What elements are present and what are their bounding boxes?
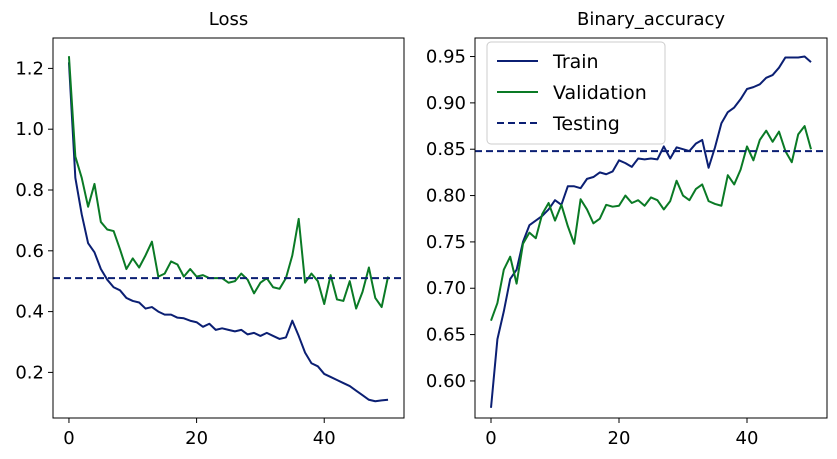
accuracy-x-tick-label: 0 [485,428,496,449]
legend-label-train: Train [552,51,599,73]
loss-y-tick-label: 0.6 [15,241,44,262]
accuracy-y-tick-label: 0.75 [426,232,466,253]
accuracy-train-line [490,55,812,408]
loss-y-tick-label: 0.4 [15,302,44,323]
loss-x-tick-label: 0 [63,428,74,449]
accuracy-y-tick-label: 0.70 [426,278,466,299]
loss-y-tick-label: 1.0 [15,119,44,140]
accuracy-y-tick-label: 0.60 [426,371,466,392]
accuracy-x-tick-label: 40 [736,428,759,449]
accuracy-chart: Binary_accuracy 0 20 40 0.60 0.65 0.70 0.75 0.8… [426,9,828,449]
loss-chart: Loss 0 20 40 0.2 0.4 0.6 0.8 1.0 1.2 [15,9,405,449]
loss-plot-area [53,56,404,403]
accuracy-chart-title: Binary_accuracy [577,9,725,30]
accuracy-x-tick-label: 20 [608,428,631,449]
accuracy-plot-area [475,55,827,408]
loss-train-line [67,62,389,403]
loss-x-tick-label: 20 [185,428,208,449]
loss-validation-line [67,56,390,310]
loss-ticks: 0 20 40 0.2 0.4 0.6 0.8 1.0 1.2 [15,58,335,449]
accuracy-axes-frame [474,37,828,419]
loss-y-tick-label: 1.2 [15,58,44,79]
loss-y-tick-label: 0.2 [15,362,44,383]
accuracy-y-tick-label: 0.85 [426,139,466,160]
legend-box [486,41,666,145]
accuracy-validation-line [490,125,812,322]
legend-label-testing: Testing [552,113,620,135]
accuracy-y-tick-label: 0.65 [426,325,466,346]
legend: Train Validation Testing [486,41,666,145]
loss-x-tick-label: 40 [313,428,336,449]
loss-y-tick-label: 0.8 [15,180,44,201]
loss-axes-frame [52,37,405,419]
legend-label-validation: Validation [553,82,647,104]
accuracy-y-tick-label: 0.80 [426,186,466,207]
accuracy-y-tick-label: 0.95 [426,47,466,68]
loss-chart-title: Loss [209,9,248,30]
accuracy-y-tick-label: 0.90 [426,93,466,114]
accuracy-ticks: 0 20 40 0.60 0.65 0.70 0.75 0.80 0.85 0.90 0.95 [426,47,759,449]
